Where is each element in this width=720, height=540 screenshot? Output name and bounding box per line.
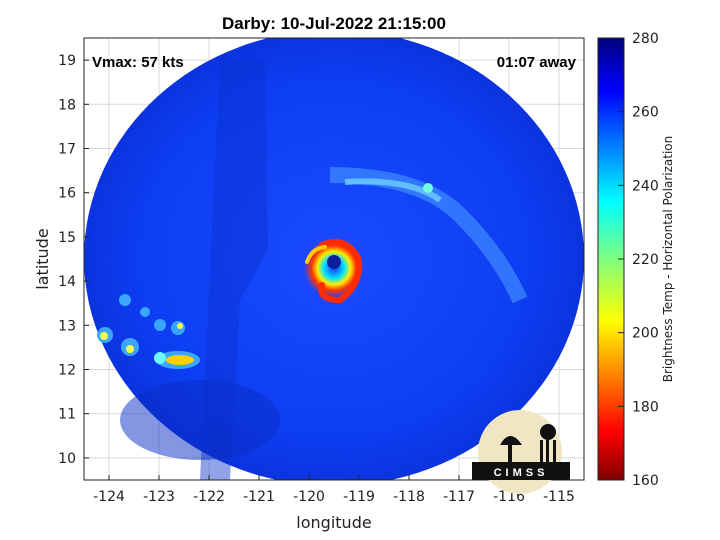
- colorbar-tick-label: 200: [632, 326, 659, 342]
- cimss-logo: CIMSS: [472, 410, 570, 494]
- y-axis-ticks: 10 11 12 13 14 15 16 17 18 19: [58, 53, 89, 467]
- x-tick-label: -121: [243, 489, 275, 505]
- x-axis-ticks: -124 -123 -122 -121 -120 -119 -118 -117 -116 -115: [93, 475, 575, 505]
- y-tick-label: 19: [58, 53, 76, 69]
- y-tick-label: 11: [58, 407, 76, 423]
- y-tick-label: 12: [58, 363, 76, 379]
- y-tick-label: 14: [58, 274, 76, 290]
- y-tick-label: 10: [58, 451, 76, 467]
- x-tick-label: -115: [543, 489, 575, 505]
- colorbar: 280 260 240 220 200 180 160 Brightness Temp - …: [597, 31, 675, 489]
- colorbar-tick-label: 280: [632, 31, 659, 47]
- x-tick-label: -122: [193, 489, 225, 505]
- x-tick-label: -120: [293, 489, 325, 505]
- y-tick-label: 17: [58, 142, 76, 158]
- y-tick-label: 18: [58, 97, 76, 113]
- microwave-swath-image: [84, 38, 584, 480]
- x-tick-label: -118: [393, 489, 425, 505]
- page-title: Darby: 10-Jul-2022 21:15:00: [222, 14, 446, 33]
- x-axis-label: longitude: [296, 513, 371, 532]
- y-tick-label: 16: [58, 186, 76, 202]
- y-axis-label: latitude: [33, 228, 52, 289]
- x-tick-label: -124: [93, 489, 125, 505]
- colorbar-tick-label: 220: [632, 252, 659, 268]
- logo-text: CIMSS: [494, 467, 549, 479]
- y-tick-label: 13: [58, 318, 76, 334]
- vmax-annotation: Vmax: 57 kts: [92, 54, 184, 71]
- time-offset-annotation: 01:07 away: [497, 54, 577, 71]
- colorbar-tick-label: 240: [632, 178, 659, 194]
- y-tick-label: 15: [58, 230, 76, 246]
- axes-box: [83, 37, 585, 481]
- x-tick-label: -117: [443, 489, 475, 505]
- colorbar-label: Brightness Temp - Horizontal Polarizatio…: [661, 136, 675, 383]
- colorbar-tick-label: 180: [632, 399, 659, 415]
- colorbar-ticks: 280 260 240 220 200 180 160: [618, 31, 659, 489]
- x-tick-label: -123: [143, 489, 175, 505]
- colorbar-tick-label: 160: [632, 473, 659, 489]
- colorbar-tick-label: 260: [632, 105, 659, 121]
- x-tick-label: -119: [343, 489, 375, 505]
